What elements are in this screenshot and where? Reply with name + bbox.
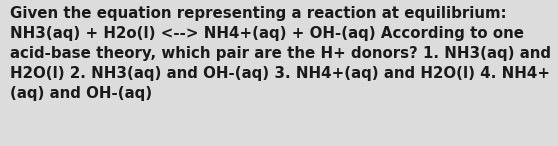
Text: Given the equation representing a reaction at equilibrium:
NH3(aq) + H2o(l) <-->: Given the equation representing a reacti… — [10, 6, 551, 101]
